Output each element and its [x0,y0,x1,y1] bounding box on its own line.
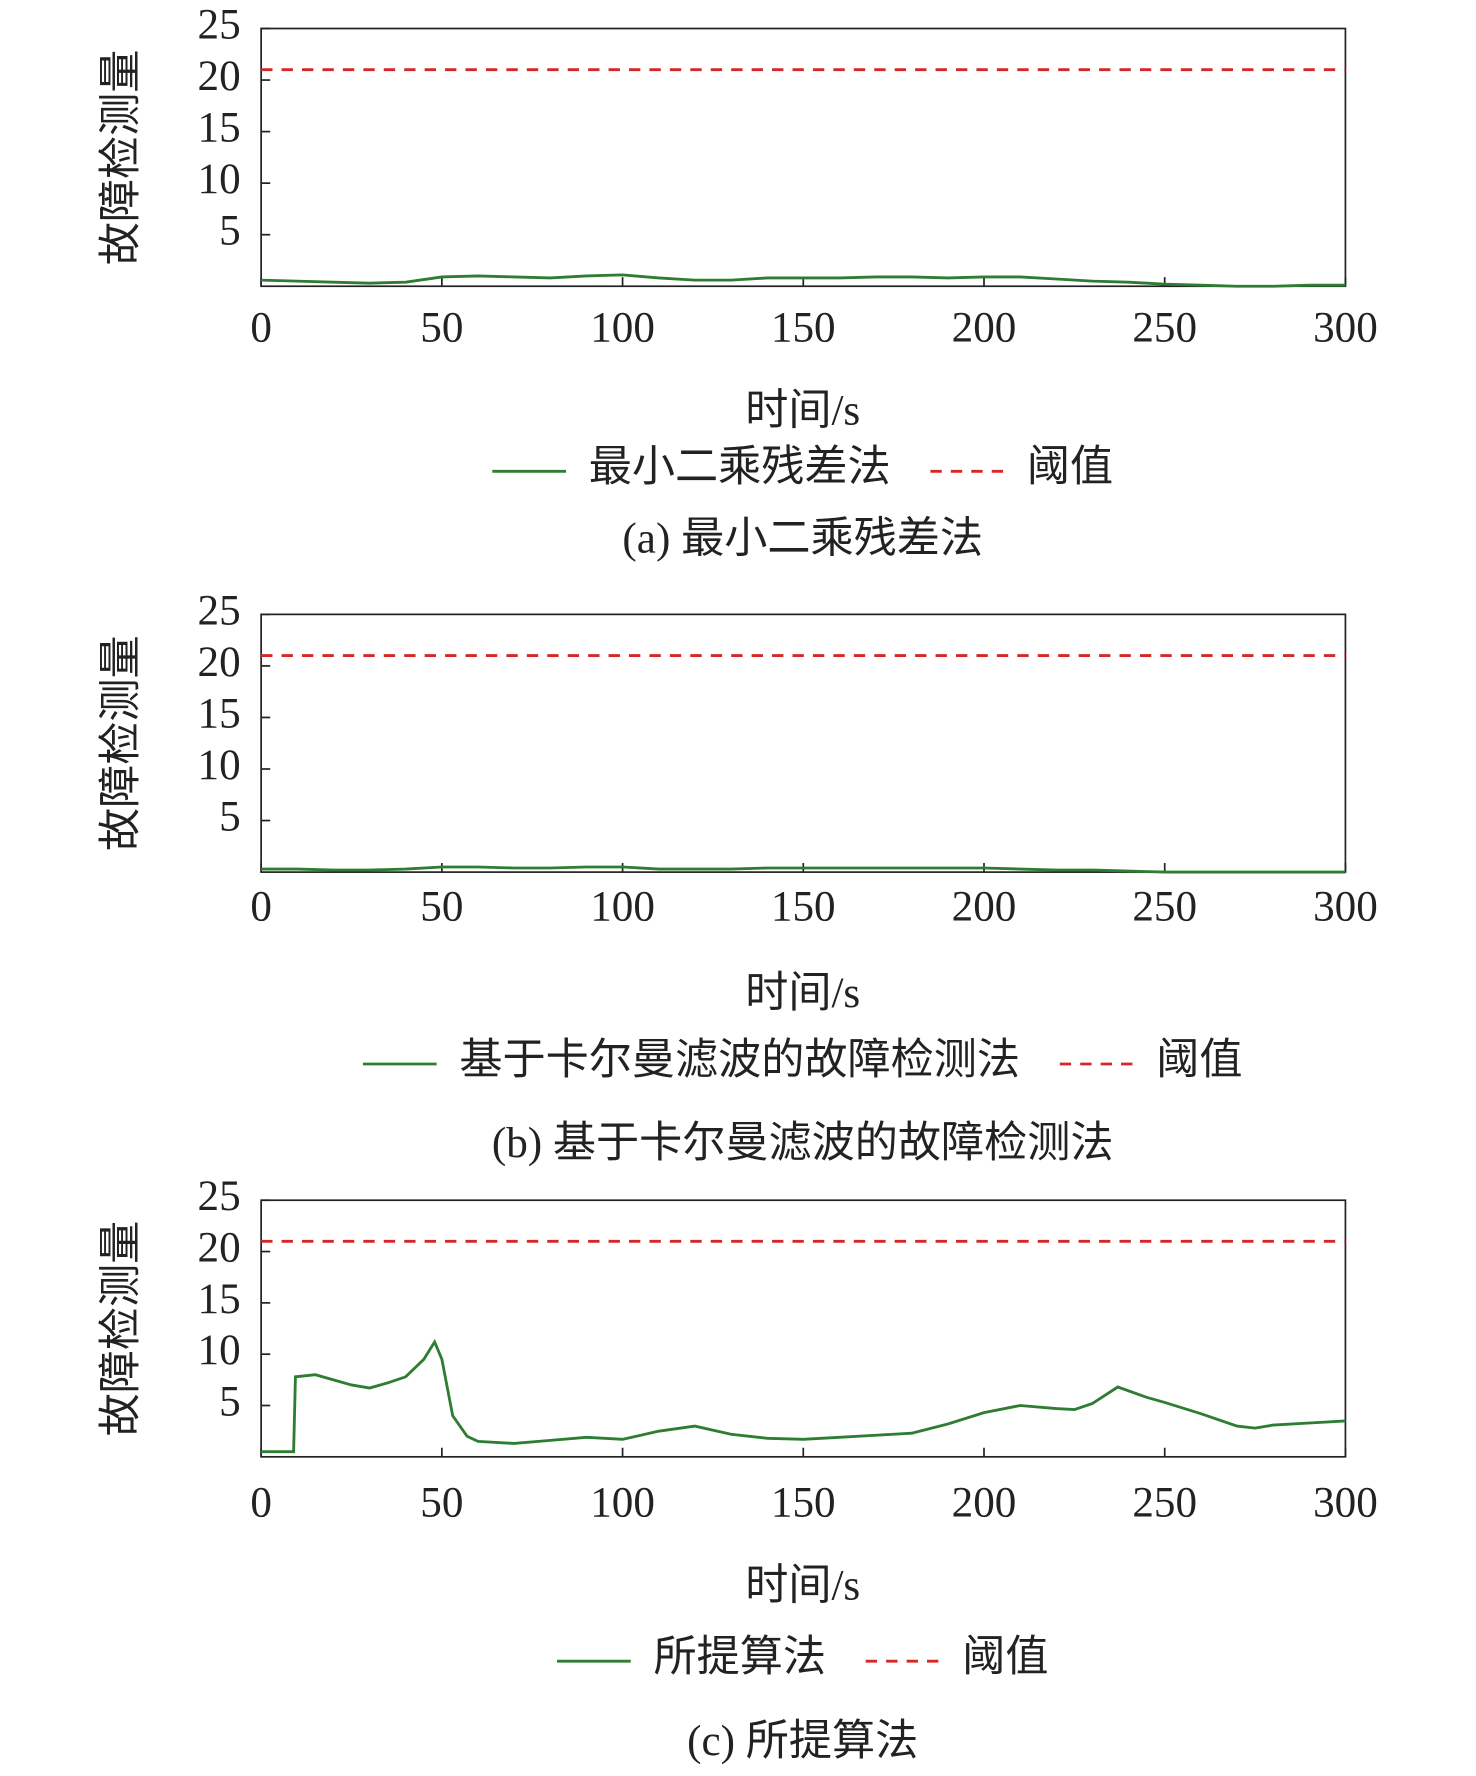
plot-frame [260,27,1347,288]
y-tick-label: 10 [198,156,241,203]
caption: (b) 基于卡尔曼滤波的故障检测法 [492,1120,1114,1167]
y-tick-label: 20 [198,53,241,100]
y-tick-label: 20 [198,639,241,686]
legend-label: 所提算法 [653,1633,826,1681]
x-axis-label: 时间/s [745,1563,860,1610]
x-tick-label: 200 [952,884,1017,931]
legend-label: 阈值 [1156,1037,1242,1084]
x-tick-label: 300 [1313,305,1378,352]
x-tick-label: 50 [420,1480,463,1527]
y-axis-label: 故障检测量 [98,635,145,851]
y-tick-label: 5 [219,208,241,255]
x-tick-label: 300 [1313,884,1378,931]
y-axis-label: 故障检测量 [98,1221,145,1437]
data-line [261,273,1346,288]
x-tick-label: 250 [1132,1480,1197,1527]
x-tick-label: 50 [420,884,463,931]
x-tick-label: 200 [952,1480,1017,1527]
x-tick-label: 150 [771,1480,836,1527]
x-tick-label: 0 [250,305,272,352]
data-line [261,865,1346,874]
x-tick-label: 50 [420,305,463,352]
x-tick-label: 0 [250,1480,272,1527]
x-tick-label: 200 [952,305,1017,352]
y-tick-label: 5 [219,793,241,840]
caption: (c) 所提算法 [687,1717,918,1765]
y-axis-label: 故障检测量 [98,50,145,266]
x-tick-label: 150 [771,305,836,352]
y-tick-label: 25 [198,1173,241,1220]
x-tick-label: 250 [1132,305,1197,352]
legend-label: 阈值 [962,1634,1048,1681]
y-tick-label: 20 [198,1224,241,1271]
y-tick-label: 25 [198,1,241,48]
legend: 基于卡尔曼滤波的故障检测法 阈值 [362,1037,1243,1084]
plot-frame [260,613,1347,873]
y-tick-label: 15 [198,1276,241,1323]
x-tick-label: 100 [590,884,655,931]
y-tick-label: 5 [219,1378,241,1425]
x-tick-label: 0 [250,884,272,931]
x-tick-label: 100 [590,1480,655,1527]
legend-label: 最小二乘残差法 [589,444,891,491]
plot-frame [260,1199,1347,1458]
x-tick-label: 100 [590,305,655,352]
legend: 所提算法 阈值 [556,1633,1048,1681]
data-line [261,1338,1346,1454]
legend-label: 基于卡尔曼滤波的故障检测法 [459,1037,1020,1084]
legend-label: 阈值 [1027,444,1113,491]
x-tick-label: 150 [771,884,836,931]
y-tick-label: 15 [198,105,241,152]
x-axis-label: 时间/s [745,970,860,1017]
y-tick-label: 25 [198,587,241,634]
x-tick-label: 300 [1313,1480,1378,1527]
y-tick-label: 10 [198,1327,241,1374]
y-tick-label: 15 [198,690,241,737]
legend: 最小二乘残差法 阈值 [492,444,1113,491]
x-tick-label: 250 [1132,884,1197,931]
caption: (a) 最小二乘残差法 [622,516,983,563]
y-tick-label: 10 [198,742,241,789]
x-axis-label: 时间/s [745,387,860,434]
